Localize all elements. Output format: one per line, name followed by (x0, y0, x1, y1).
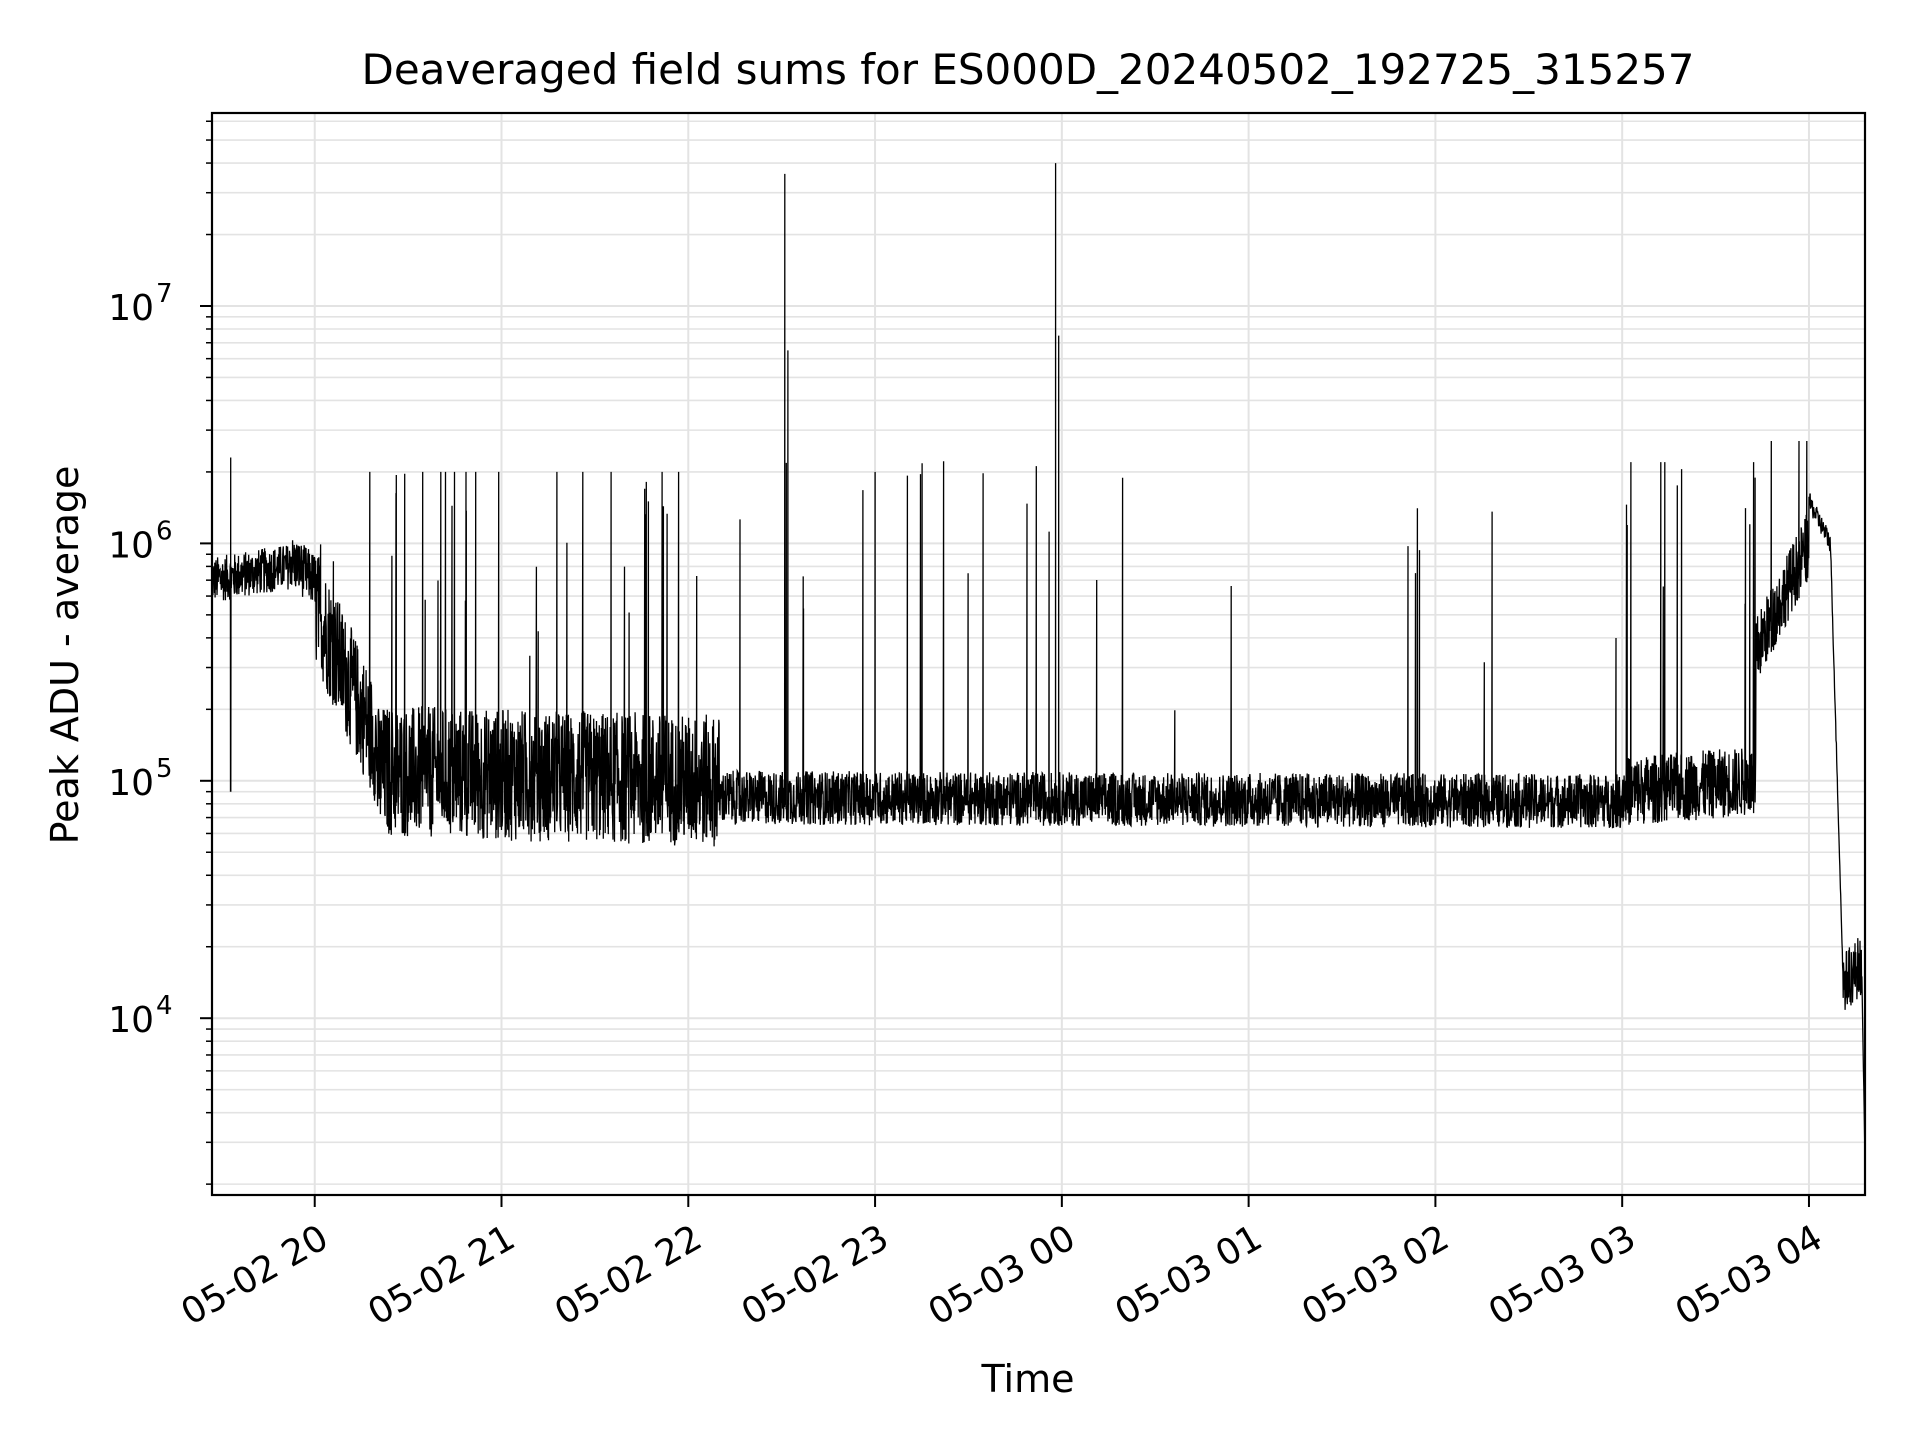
plot-area (212, 163, 1865, 1143)
y-tick-exponent: 7 (156, 279, 173, 309)
x-axis-label: Time (981, 1357, 1075, 1401)
plot-frame (210, 111, 1867, 1197)
chart-title: Deaveraged field sums for ES000D_2024050… (362, 45, 1695, 94)
y-tick-label: 10 (108, 1000, 154, 1041)
series-line (212, 163, 1865, 1143)
grid (212, 113, 1865, 1195)
y-tick-exponent: 5 (156, 754, 173, 784)
y-tick-exponent: 6 (156, 516, 173, 546)
y-tick-exponent: 4 (156, 991, 173, 1021)
y-axis-label: Peak ADU - average (43, 466, 87, 845)
y-tick-label: 10 (108, 525, 154, 566)
y-tick-label: 10 (108, 288, 154, 329)
y-tick-label: 10 (108, 763, 154, 804)
